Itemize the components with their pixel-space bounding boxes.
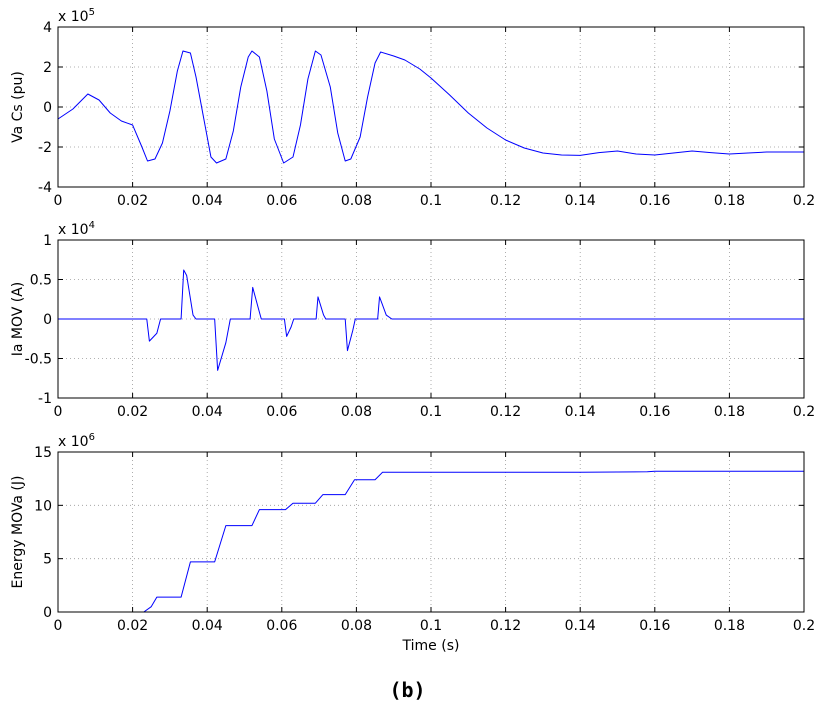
chart2-exponent-label: x 104 bbox=[58, 220, 95, 238]
chart2-ytick-label: -1 bbox=[38, 391, 52, 407]
chart1-xtick-label: 0.02 bbox=[117, 193, 148, 209]
chart3-xtick-label: 0.02 bbox=[117, 618, 148, 634]
chart1-series-line bbox=[57, 50, 804, 164]
chart2-xtick-label: 0.02 bbox=[117, 404, 148, 420]
chart3-ytick-label: 15 bbox=[34, 445, 52, 461]
chart2-xtick-label: 0.16 bbox=[639, 404, 670, 420]
chart2-ytick-label: -0.5 bbox=[25, 352, 52, 368]
chart3-series-line bbox=[58, 470, 804, 613]
chart2-xtick-label: 0.18 bbox=[714, 404, 745, 420]
chart1-ytick-label: 0 bbox=[43, 100, 52, 116]
chart1-xtick-label: 0.14 bbox=[565, 193, 596, 209]
chart3-ytick-label: 5 bbox=[43, 552, 52, 568]
chart1-xtick-label: 0.2 bbox=[793, 193, 815, 209]
chart1-xtick-label: 0.1 bbox=[420, 193, 442, 209]
chart3-xtick-label: 0.08 bbox=[341, 618, 372, 634]
chart1-ytick-label: 2 bbox=[43, 60, 52, 76]
chart1-ytick-label: 4 bbox=[43, 20, 52, 36]
chart2-ytick-label: 0.5 bbox=[30, 273, 52, 289]
chart3-xtick-label: 0.16 bbox=[639, 618, 670, 634]
chart2-series-line bbox=[58, 269, 804, 371]
chart2-ytick-label: 0 bbox=[43, 312, 52, 328]
chart1-ylabel: Va Cs (pu) bbox=[10, 71, 26, 143]
chart2-xtick-label: 0.14 bbox=[565, 404, 596, 420]
chart3-xlabel: Time (s) bbox=[402, 638, 460, 654]
chart1-xtick-label: 0.16 bbox=[639, 193, 670, 209]
chart1-xtick-label: 0.08 bbox=[341, 193, 372, 209]
chart1-axes-box bbox=[57, 26, 805, 188]
chart2-xtick-label: 0.08 bbox=[341, 404, 372, 420]
chart1-ytick-label: -2 bbox=[38, 140, 52, 156]
chart2-xtick-label: 0.12 bbox=[490, 404, 521, 420]
chart3-xtick-label: 0.14 bbox=[565, 618, 596, 634]
chart1-ytick-label: -4 bbox=[38, 180, 52, 196]
chart1-exponent: 5 bbox=[89, 7, 95, 18]
chart1-xtick-label: 0.12 bbox=[490, 193, 521, 209]
figure-caption: (b) bbox=[389, 678, 426, 702]
chart3-xtick-label: 0.2 bbox=[793, 618, 815, 634]
chart2-xtick-label: 0.2 bbox=[793, 404, 815, 420]
chart2-xtick-label: 0 bbox=[54, 404, 63, 420]
chart3-xtick-label: 0.04 bbox=[192, 618, 223, 634]
chart3-ytick-label: 0 bbox=[43, 605, 52, 621]
chart1-xtick-label: 0.04 bbox=[192, 193, 223, 209]
chart1-xtick-label: 0 bbox=[54, 193, 63, 209]
chart2-xtick-label: 0.06 bbox=[266, 404, 297, 420]
chart3-xtick-label: 0 bbox=[54, 618, 63, 634]
chart1-exponent-label: x 105 bbox=[58, 7, 95, 25]
chart2-xtick-label: 0.1 bbox=[420, 404, 442, 420]
chart3-xtick-label: 0.18 bbox=[714, 618, 745, 634]
chart2-ytick-label: 1 bbox=[43, 233, 52, 249]
chart2-exponent: 4 bbox=[89, 220, 95, 231]
chart2-axes-box bbox=[57, 239, 805, 399]
chart3-axes-box bbox=[57, 451, 805, 613]
chart3-ytick-label: 10 bbox=[34, 498, 52, 514]
figure-canvas: 0 0.02 0.04 0.06 0.08 0.1 0.12 0.14 0.16 0.18 0.2-… bbox=[10, 7, 815, 654]
chart2-xtick-label: 0.04 bbox=[192, 404, 223, 420]
chart1-xtick-label: 0.06 bbox=[266, 193, 297, 209]
chart3-exponent-label: x 106 bbox=[58, 432, 95, 450]
chart3-xtick-label: 0.06 bbox=[266, 618, 297, 634]
chart3-exponent: 6 bbox=[89, 432, 95, 443]
chart2-ylabel: Ia MOV (A) bbox=[10, 282, 26, 357]
chart3-xtick-label: 0.12 bbox=[490, 618, 521, 634]
chart1-xtick-label: 0.18 bbox=[714, 193, 745, 209]
chart3-xtick-label: 0.1 bbox=[420, 618, 442, 634]
chart3-ylabel: Energy MOVa (J) bbox=[10, 476, 26, 589]
